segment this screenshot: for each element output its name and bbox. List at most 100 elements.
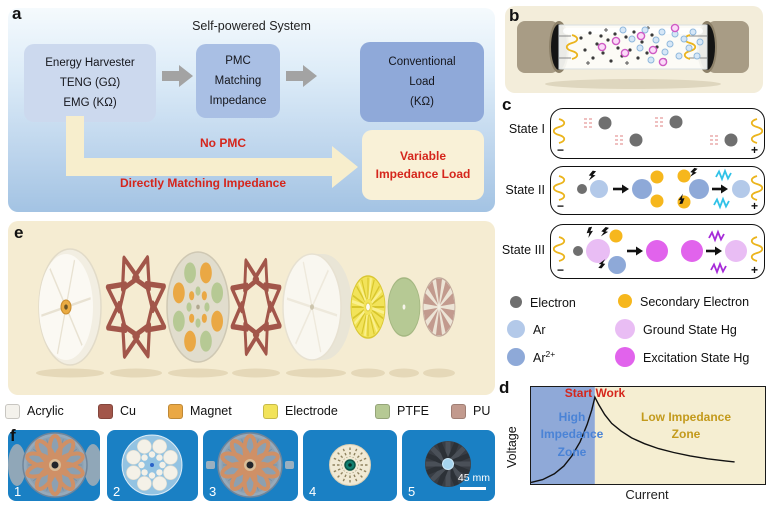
magnet-swatch-icon [168,403,183,419]
state-2-illustration [552,167,763,210]
legend-label: Secondary Electron [640,295,750,310]
minus-electrode-label: − [557,263,565,277]
flow-arrow-icon [162,65,193,87]
discharge-tube-illustration [517,21,749,89]
legend-item-ground-state-hg: Ground State Hg [615,319,737,339]
state-2-label: State II [505,183,545,197]
excitation-state-hg-dot-icon [615,347,635,367]
ar-dot-icon [507,320,525,338]
flowbox-pmc: PMC Matching Impedance [196,44,280,118]
acrylic-swatch-icon [5,403,20,419]
voltage-current-curve [531,387,765,484]
ar2plus-dot-icon [507,348,525,366]
flowbox-conventional-load: Conventional Load (KΩ) [360,42,484,122]
flowbox-line: PMC [225,54,251,67]
device-exploded-render [36,248,456,378]
minus-electrode-label: − [557,143,565,157]
photo-pu-disc: 5 45 mm [402,430,495,501]
scale-bar-label: 45 mm [457,471,490,484]
flowbox-line: Load [409,75,435,88]
photo-coil-disc-2: 3 [203,430,298,501]
state-3-box: − + [550,224,765,279]
material-cu: Cu [98,402,136,420]
state-3-illustration [552,226,763,275]
photo-number: 3 [209,484,217,499]
panel-a-title: Self-powered System [192,19,311,33]
material-pu: PU [451,402,490,420]
panel-b-tube-render [505,6,763,93]
flowbox-line: Energy Harvester [45,56,135,69]
photo-number: 4 [309,484,317,499]
secondary-electron-dot-icon [618,294,632,309]
panel-d-label: d [499,378,510,397]
pu-swatch-icon [451,403,466,419]
directly-matching-label: Directly Matching Impedance [119,176,287,190]
state-3-label: State III [501,243,545,257]
y-axis-label: Voltage [505,426,519,468]
state-2-box: − + [550,166,765,215]
flowbox-line: Variable [399,149,447,163]
low-impedance-zone-annotation: Low Impedance Zone [640,410,732,442]
legend-item-ar2plus: Ar2+ [507,348,555,366]
scale-bar-icon [460,486,486,490]
photo-4-content [329,444,371,486]
photo-1-content [8,432,100,498]
material-acrylic: Acrylic [5,402,64,420]
plus-electrode-label: + [750,199,758,213]
panel-e-label: e [14,223,24,242]
ptfe-swatch-icon [375,403,390,419]
plus-electrode-label: + [750,143,758,157]
x-axis-label: Current [625,487,669,502]
electrode-swatch-icon [263,403,278,419]
photo-magnet-disc: 2 [107,430,198,501]
flowbox-energy-harvester: Energy Harvester TENG (GΩ) EMG (KΩ) [24,44,156,122]
flowbox-line: Matching [214,74,262,87]
photo-coil-disc-1: 1 [8,430,100,501]
cu-swatch-icon [98,403,113,419]
photo-electrode-disc: 4 [303,430,397,501]
panel-a-label: a [12,4,22,23]
panel-e-exploded-view [8,221,495,395]
material-electrode: Electrode [263,402,338,420]
panel-b-label: b [509,6,520,25]
flowbox-line: Impedance [209,95,267,108]
plus-electrode-label: + [750,263,758,277]
legend-item-secondary-electron: Secondary Electron [618,293,749,309]
minus-electrode-label: − [557,199,565,213]
bypass-arrow-icon [66,116,358,188]
state-1-label: State I [508,122,545,136]
panel-a-flowchart: Self-powered System Energy Harvester TEN… [8,8,495,212]
photo-5-content [425,441,471,487]
photo-number: 1 [14,484,22,499]
photo-2-content [121,434,183,496]
flowbox-line: Conventional [388,55,456,68]
legend-item-excitation-state-hg: Excitation State Hg [615,347,749,367]
state-1-box: − + [550,108,765,159]
material-ptfe: PTFE [375,402,429,420]
photo-number: 2 [113,484,121,499]
flowbox-variable-impedance-load: Variable Impedance Load [362,130,484,200]
electron-dot-icon [510,296,522,309]
no-pmc-label: No PMC [200,136,246,150]
panel-f-label: f [10,426,16,445]
high-impedance-zone-annotation: High Impedance Zone [540,410,604,459]
chart-plot-area [530,386,766,485]
photo-number: 5 [408,484,416,499]
legend-item-electron: Electron [510,294,576,310]
start-work-annotation: Start Work [564,386,626,400]
state-1-illustration [552,115,763,147]
flowbox-line: EMG (KΩ) [63,97,117,110]
legend-label: Ar [533,323,546,338]
panel-c-label: c [502,95,512,114]
ground-state-hg-dot-icon [615,319,635,339]
flowbox-line: Impedance Load [375,167,471,181]
legend-label: Excitation State Hg [643,351,750,366]
photo-3-content [206,432,294,498]
flowbox-line: (KΩ) [410,96,434,109]
flowbox-line: TENG (GΩ) [59,76,121,89]
legend-label: Ar2+ [533,348,556,366]
legend-item-ar: Ar [507,320,546,338]
flow-arrow-icon [286,65,317,87]
legend-label: Electron [530,296,576,311]
legend-label: Ground State Hg [643,323,737,338]
